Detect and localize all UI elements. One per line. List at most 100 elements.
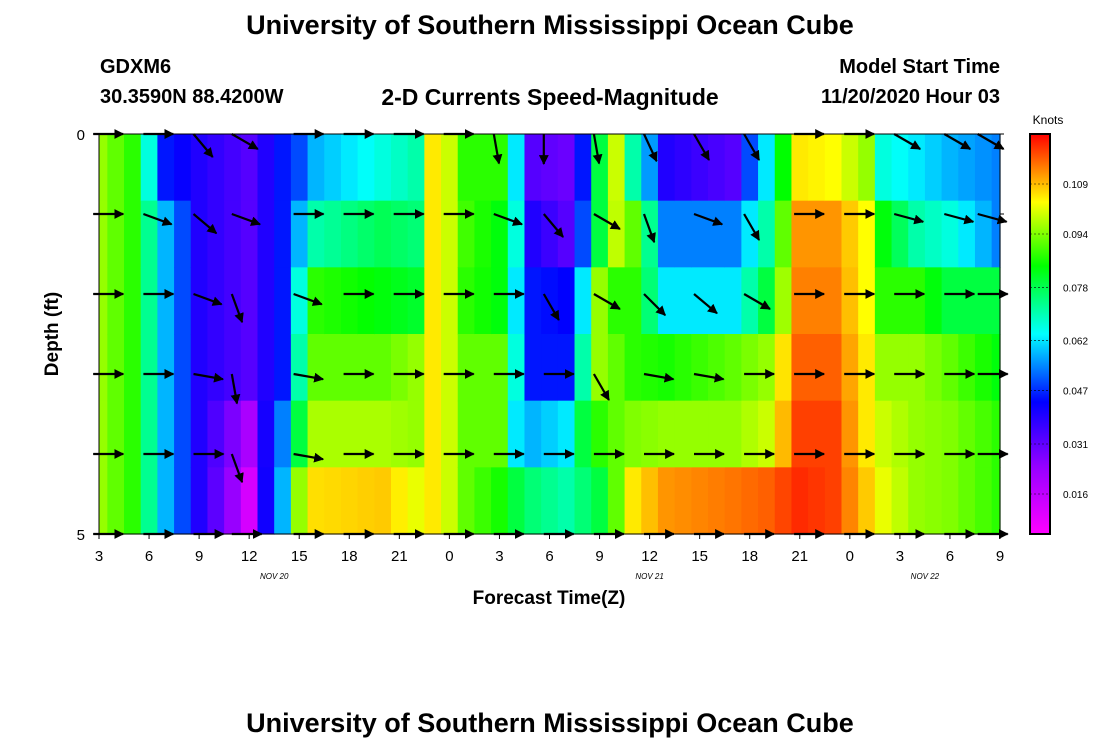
heat-cell <box>691 334 709 402</box>
heat-cell <box>474 467 492 535</box>
heat-cell <box>724 467 742 535</box>
heat-cell <box>407 334 425 402</box>
heat-cell <box>174 467 192 535</box>
heat-cell <box>741 467 759 535</box>
heat-cell <box>858 134 876 202</box>
heat-cell <box>624 334 642 402</box>
heat-cell <box>674 200 692 268</box>
heat-cell <box>808 400 826 468</box>
heat-cell <box>607 400 626 468</box>
heat-cell <box>390 467 409 535</box>
heat-cell <box>99 400 108 468</box>
heat-cell <box>174 200 192 268</box>
day-label: NOV 22 <box>911 572 940 581</box>
heat-cell <box>574 134 592 202</box>
heat-cell <box>541 267 559 335</box>
heat-cell <box>724 200 742 268</box>
heat-cell <box>824 200 843 268</box>
heat-cell <box>758 134 776 202</box>
current-vector <box>493 212 523 226</box>
heat-cell <box>457 134 476 202</box>
heat-cell <box>407 134 425 202</box>
heat-cell <box>224 134 242 202</box>
heat-cell <box>474 334 492 402</box>
heat-cell <box>708 200 726 268</box>
heat-cell <box>157 267 175 335</box>
heat-cell <box>691 467 709 535</box>
heat-cell <box>758 334 776 402</box>
heat-cell <box>958 467 976 535</box>
colorbar-label: 0.016 <box>1063 490 1088 501</box>
heat-cell <box>274 400 292 468</box>
heat-cell <box>958 267 976 335</box>
heat-cell <box>624 134 642 202</box>
heat-cell <box>424 134 442 202</box>
heat-cell <box>457 467 476 535</box>
heat-cell <box>324 334 342 402</box>
heat-cell <box>424 200 442 268</box>
heat-cell <box>641 200 659 268</box>
heat-cell <box>340 267 359 335</box>
heat-cell <box>774 400 793 468</box>
heat-cell <box>858 467 876 535</box>
heat-cell <box>374 134 392 202</box>
heat-cell <box>891 267 909 335</box>
heat-cell <box>507 134 526 202</box>
heat-cell <box>390 134 409 202</box>
heat-cell <box>808 200 826 268</box>
heat-cell <box>741 267 759 335</box>
heat-cell <box>657 467 676 535</box>
heat-cell <box>624 200 642 268</box>
heat-cell <box>174 334 192 402</box>
heat-cell <box>124 200 142 268</box>
heat-cell <box>474 134 492 202</box>
heat-cell <box>441 400 459 468</box>
current-vector <box>643 372 675 383</box>
heat-cell <box>190 334 209 402</box>
heat-cell <box>524 334 542 402</box>
heat-cell <box>491 334 509 402</box>
colorbar-label: 0.031 <box>1063 440 1088 451</box>
heat-cell <box>257 134 275 202</box>
heat-cell <box>624 267 642 335</box>
heat-cell <box>758 400 776 468</box>
heat-cell <box>791 200 809 268</box>
heat-cell <box>808 134 826 202</box>
heat-cell <box>507 467 526 535</box>
heat-cell <box>207 200 225 268</box>
heat-cell <box>958 134 976 202</box>
x-tick-label: 12 <box>241 548 258 565</box>
heat-cell <box>874 400 893 468</box>
heat-cell <box>607 267 626 335</box>
heat-cell <box>657 400 676 468</box>
heat-cell <box>374 467 392 535</box>
heat-cell <box>357 334 375 402</box>
heat-cell <box>557 200 576 268</box>
heat-cell <box>891 467 909 535</box>
heat-cell <box>958 200 976 268</box>
current-vector <box>743 133 761 161</box>
current-vector <box>693 372 725 383</box>
heat-cell <box>774 200 793 268</box>
heat-cell <box>741 400 759 468</box>
heat-cell <box>958 334 976 402</box>
colorbar-label: 0.094 <box>1063 230 1088 241</box>
heat-cell <box>290 267 309 335</box>
current-vector <box>492 133 503 165</box>
heat-cell <box>157 334 175 402</box>
heat-cell <box>274 467 292 535</box>
heat-cell <box>908 467 926 535</box>
heat-cell <box>207 467 225 535</box>
current-vector <box>592 373 610 401</box>
current-vector <box>693 293 718 315</box>
heat-cell <box>274 134 292 202</box>
heat-cell <box>441 467 459 535</box>
heat-cell <box>841 200 859 268</box>
current-vector <box>893 212 925 225</box>
heat-cell <box>441 334 459 402</box>
current-vector <box>293 372 325 383</box>
x-tick-label: 3 <box>95 548 103 565</box>
x-tick-label: 3 <box>896 548 904 565</box>
heat-cell <box>607 200 626 268</box>
heat-cell <box>541 334 559 402</box>
